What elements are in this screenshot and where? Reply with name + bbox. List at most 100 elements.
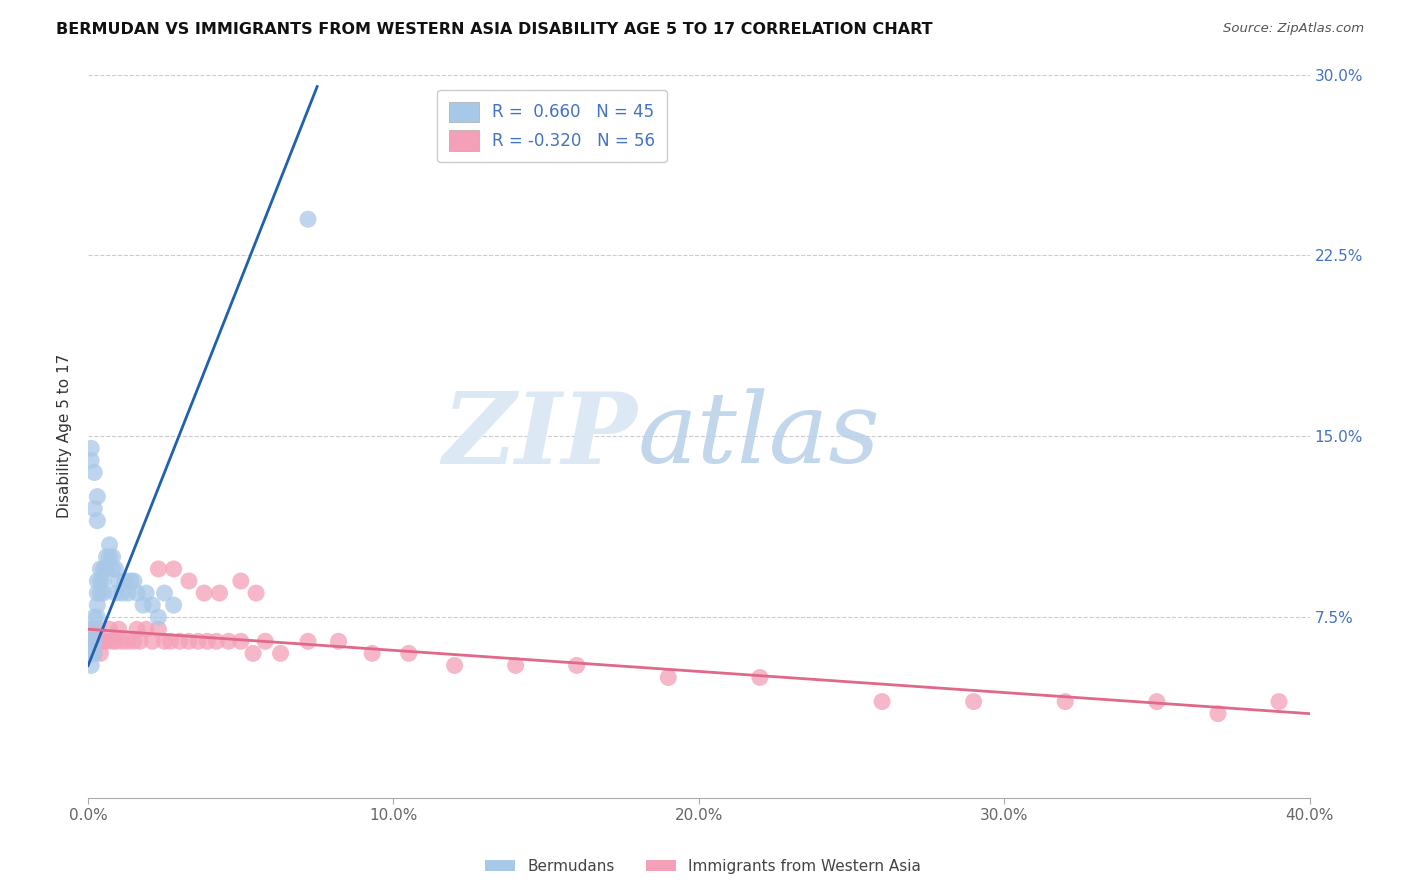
Point bbox=[83, 610, 105, 624]
Point bbox=[297, 634, 319, 648]
Point bbox=[83, 622, 105, 636]
Point bbox=[208, 586, 231, 600]
Point bbox=[1268, 695, 1291, 709]
Point bbox=[242, 646, 264, 660]
Legend: Bermudans, Immigrants from Western Asia: Bermudans, Immigrants from Western Asia bbox=[478, 853, 928, 880]
Point bbox=[101, 634, 124, 648]
Point bbox=[89, 646, 111, 660]
Point bbox=[129, 634, 152, 648]
Point bbox=[107, 574, 129, 588]
Point bbox=[83, 501, 105, 516]
Point bbox=[93, 586, 115, 600]
Point bbox=[96, 549, 118, 564]
Legend: R =  0.660   N = 45, R = -0.320   N = 56: R = 0.660 N = 45, R = -0.320 N = 56 bbox=[437, 90, 666, 162]
Point bbox=[89, 574, 111, 588]
Point bbox=[565, 658, 588, 673]
Point bbox=[443, 658, 465, 673]
Point bbox=[870, 695, 893, 709]
Point bbox=[80, 646, 103, 660]
Point bbox=[80, 622, 103, 636]
Point bbox=[229, 634, 252, 648]
Point bbox=[1206, 706, 1229, 721]
Point bbox=[93, 634, 115, 648]
Point bbox=[148, 610, 170, 624]
Point bbox=[141, 598, 163, 612]
Point bbox=[245, 586, 267, 600]
Point bbox=[205, 634, 228, 648]
Point bbox=[153, 586, 176, 600]
Point bbox=[83, 646, 105, 660]
Point bbox=[229, 574, 252, 588]
Point bbox=[96, 634, 118, 648]
Point bbox=[80, 453, 103, 467]
Point bbox=[169, 634, 191, 648]
Point bbox=[104, 634, 127, 648]
Text: ZIP: ZIP bbox=[443, 388, 638, 484]
Point bbox=[135, 586, 157, 600]
Point bbox=[328, 634, 350, 648]
Point bbox=[98, 538, 121, 552]
Point bbox=[86, 634, 108, 648]
Y-axis label: Disability Age 5 to 17: Disability Age 5 to 17 bbox=[58, 354, 72, 518]
Point bbox=[1054, 695, 1077, 709]
Point bbox=[117, 634, 139, 648]
Point bbox=[104, 562, 127, 576]
Point bbox=[93, 574, 115, 588]
Point bbox=[93, 562, 115, 576]
Point bbox=[101, 549, 124, 564]
Point bbox=[114, 574, 136, 588]
Point bbox=[101, 562, 124, 576]
Point bbox=[89, 634, 111, 648]
Point bbox=[132, 598, 155, 612]
Point bbox=[86, 514, 108, 528]
Point bbox=[361, 646, 384, 660]
Point bbox=[111, 586, 134, 600]
Point bbox=[135, 622, 157, 636]
Point bbox=[83, 466, 105, 480]
Point bbox=[86, 490, 108, 504]
Point bbox=[159, 634, 181, 648]
Point bbox=[297, 212, 319, 227]
Point bbox=[254, 634, 277, 648]
Text: atlas: atlas bbox=[638, 389, 880, 484]
Point bbox=[86, 586, 108, 600]
Point bbox=[122, 634, 145, 648]
Text: Source: ZipAtlas.com: Source: ZipAtlas.com bbox=[1223, 22, 1364, 36]
Point bbox=[83, 634, 105, 648]
Point bbox=[657, 670, 679, 684]
Point bbox=[163, 598, 186, 612]
Point bbox=[111, 634, 134, 648]
Point bbox=[89, 562, 111, 576]
Point bbox=[141, 634, 163, 648]
Point bbox=[505, 658, 527, 673]
Point bbox=[80, 442, 103, 456]
Point bbox=[96, 562, 118, 576]
Point bbox=[86, 574, 108, 588]
Point bbox=[153, 634, 176, 648]
Point bbox=[122, 574, 145, 588]
Point bbox=[80, 634, 103, 648]
Point bbox=[98, 622, 121, 636]
Point bbox=[218, 634, 240, 648]
Point bbox=[86, 622, 108, 636]
Point bbox=[177, 634, 200, 648]
Point bbox=[86, 598, 108, 612]
Point bbox=[107, 622, 129, 636]
Point bbox=[195, 634, 218, 648]
Point bbox=[117, 586, 139, 600]
Point bbox=[125, 622, 148, 636]
Point bbox=[193, 586, 215, 600]
Point bbox=[177, 574, 200, 588]
Point bbox=[270, 646, 292, 660]
Point bbox=[80, 634, 103, 648]
Point bbox=[148, 622, 170, 636]
Point bbox=[187, 634, 209, 648]
Point bbox=[89, 586, 111, 600]
Point bbox=[98, 549, 121, 564]
Point bbox=[83, 646, 105, 660]
Point bbox=[962, 695, 984, 709]
Point bbox=[80, 658, 103, 673]
Point bbox=[163, 562, 186, 576]
Point bbox=[120, 574, 142, 588]
Text: BERMUDAN VS IMMIGRANTS FROM WESTERN ASIA DISABILITY AGE 5 TO 17 CORRELATION CHAR: BERMUDAN VS IMMIGRANTS FROM WESTERN ASIA… bbox=[56, 22, 932, 37]
